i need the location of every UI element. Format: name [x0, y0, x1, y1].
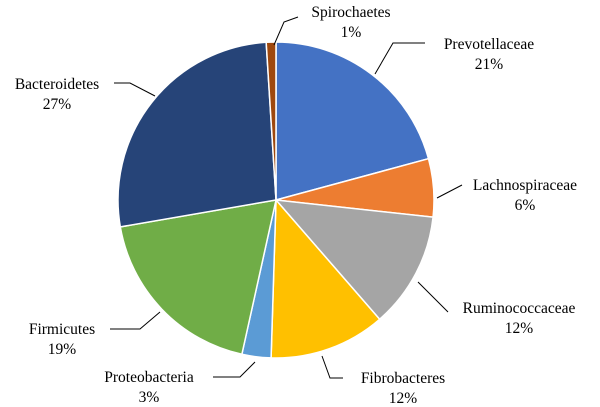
leader-firmicutes [110, 311, 161, 330]
label-bacteroidetes: Bacteroidetes 27% [15, 76, 99, 113]
leader-lines [110, 16, 463, 379]
leader-bacteroidetes [114, 82, 156, 97]
slice-firmicutes [119, 199, 277, 356]
pie-slices [117, 41, 435, 359]
leader-fibrobacteres [321, 355, 343, 379]
slice-spirochaetes [265, 41, 277, 201]
label-spirochaetes: Spirochaetes 1% [311, 4, 390, 41]
label-firmicutes: Firmicutes 19% [29, 321, 95, 358]
leader-prevotellaceae [374, 42, 425, 75]
label-proteobacteria: Proteobacteria 3% [104, 369, 194, 406]
leader-ruminococcaceae [417, 281, 449, 313]
label-lachnospiraceae: Lachnospiraceae 6% [473, 177, 577, 214]
leader-spirochaetes [273, 16, 299, 46]
label-fibrobacteres: Fibrobacteres 12% [361, 370, 445, 407]
leader-proteobacteria [213, 361, 256, 378]
slice-ruminococcaceae [274, 199, 434, 321]
label-prevotellaceae: Prevotellaceae 21% [444, 36, 534, 73]
slice-bacteroidetes [117, 41, 277, 228]
label-ruminococcaceae: Ruminococcaceae 12% [463, 300, 576, 337]
slice-prevotellaceae [275, 41, 430, 201]
slice-labels: Prevotellaceae 21% Lachnospiraceae 6% Rumi… [15, 4, 577, 407]
slice-fibrobacteres [270, 198, 381, 359]
leader-lachnospiraceae [436, 184, 463, 199]
